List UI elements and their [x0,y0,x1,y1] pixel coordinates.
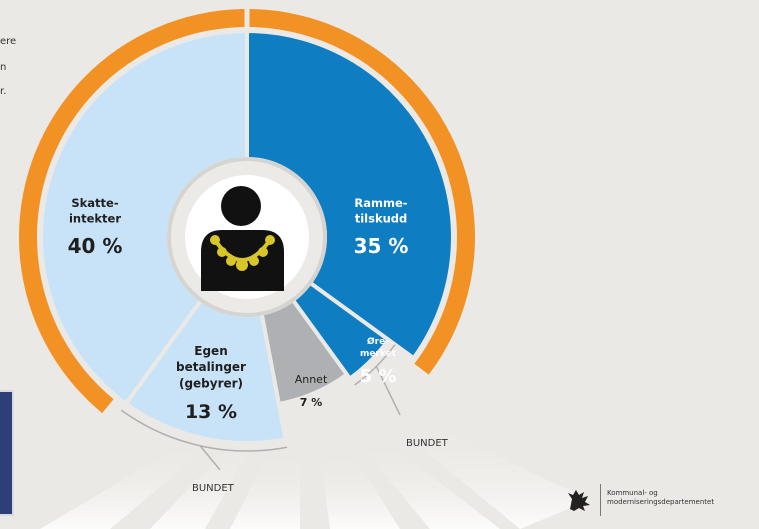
background-rays [40,420,590,529]
orange-ring-arc [18,8,476,414]
bundet-label-0: BUNDET [192,483,235,494]
slice-value-oremerket: 5 % [360,366,397,387]
slice-value-annet: 7 % [300,396,323,409]
slice-label-skatteintekter: Skatte-intekter [69,196,121,226]
slice-label-rammetilskudd: Ramme-tilskudd [354,196,407,226]
slice-value-rammetilskudd: 35 % [354,234,409,258]
mayor-with-chain-icon [201,186,284,291]
bundet-leader-0 [199,445,221,471]
slice-label-annet: Annet [295,373,328,386]
bundet-bracket-arc-0 [120,409,288,452]
ministry-name: Kommunal- og moderniseringsdepartementet [607,489,714,507]
corner-photo-edge [0,390,14,516]
bundet-label-1: BUNDET [406,438,449,449]
pie-slices [39,28,455,445]
bundet-brackets: BUNDET BUNDET [120,344,449,494]
intro-text-fragment-2: n [0,62,7,73]
intro-text-fragment-3: r. [0,86,7,97]
slice-labels: Ramme-tilskudd 35 % Øre-merket 5 % Annet 7 % E… [68,196,409,423]
slice-label-oremerket: Øre-merket [360,336,397,359]
footer-divider [600,484,601,516]
bundet-leader-1 [375,366,401,416]
intro-text-fragment-1: ere [0,36,17,47]
orange-outer-ring [18,7,476,414]
ministry-name-line-2: moderniseringsdepartementet [607,498,715,506]
ministry-name-line-1: Kommunal- og [607,489,658,497]
slice-value-egen-betalinger: 13 % [185,401,237,423]
center-hub [167,157,327,317]
lion-coat-of-arms-icon [568,490,590,511]
slice-value-skatteintekter: 40 % [68,234,123,258]
slice-label-egen-betalinger: Egen betalinger (gebyrer) [176,344,246,390]
